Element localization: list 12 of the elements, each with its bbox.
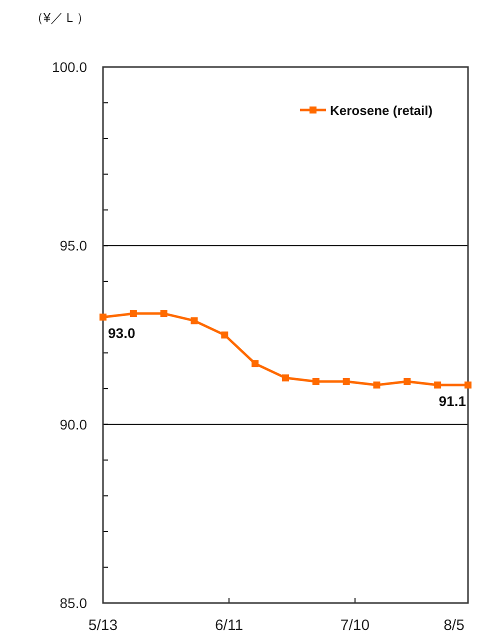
y-tick-label: 95.0 <box>60 238 88 254</box>
data-label: 91.1 <box>438 393 466 410</box>
y-tick-label: 85.0 <box>60 595 88 611</box>
legend-label: Kerosene (retail) <box>330 103 433 118</box>
y-tick-label: 90.0 <box>60 416 88 432</box>
x-tick-label: 8/5 <box>444 617 464 634</box>
x-tick-label: 6/11 <box>214 617 244 634</box>
data-label: 93.0 <box>108 325 136 342</box>
y-tick-label: 100.0 <box>52 59 88 75</box>
y-axis-title: （¥／Ｌ） <box>30 10 90 25</box>
x-tick-label: 5/13 <box>88 617 118 634</box>
x-tick-label: 7/10 <box>340 617 370 634</box>
